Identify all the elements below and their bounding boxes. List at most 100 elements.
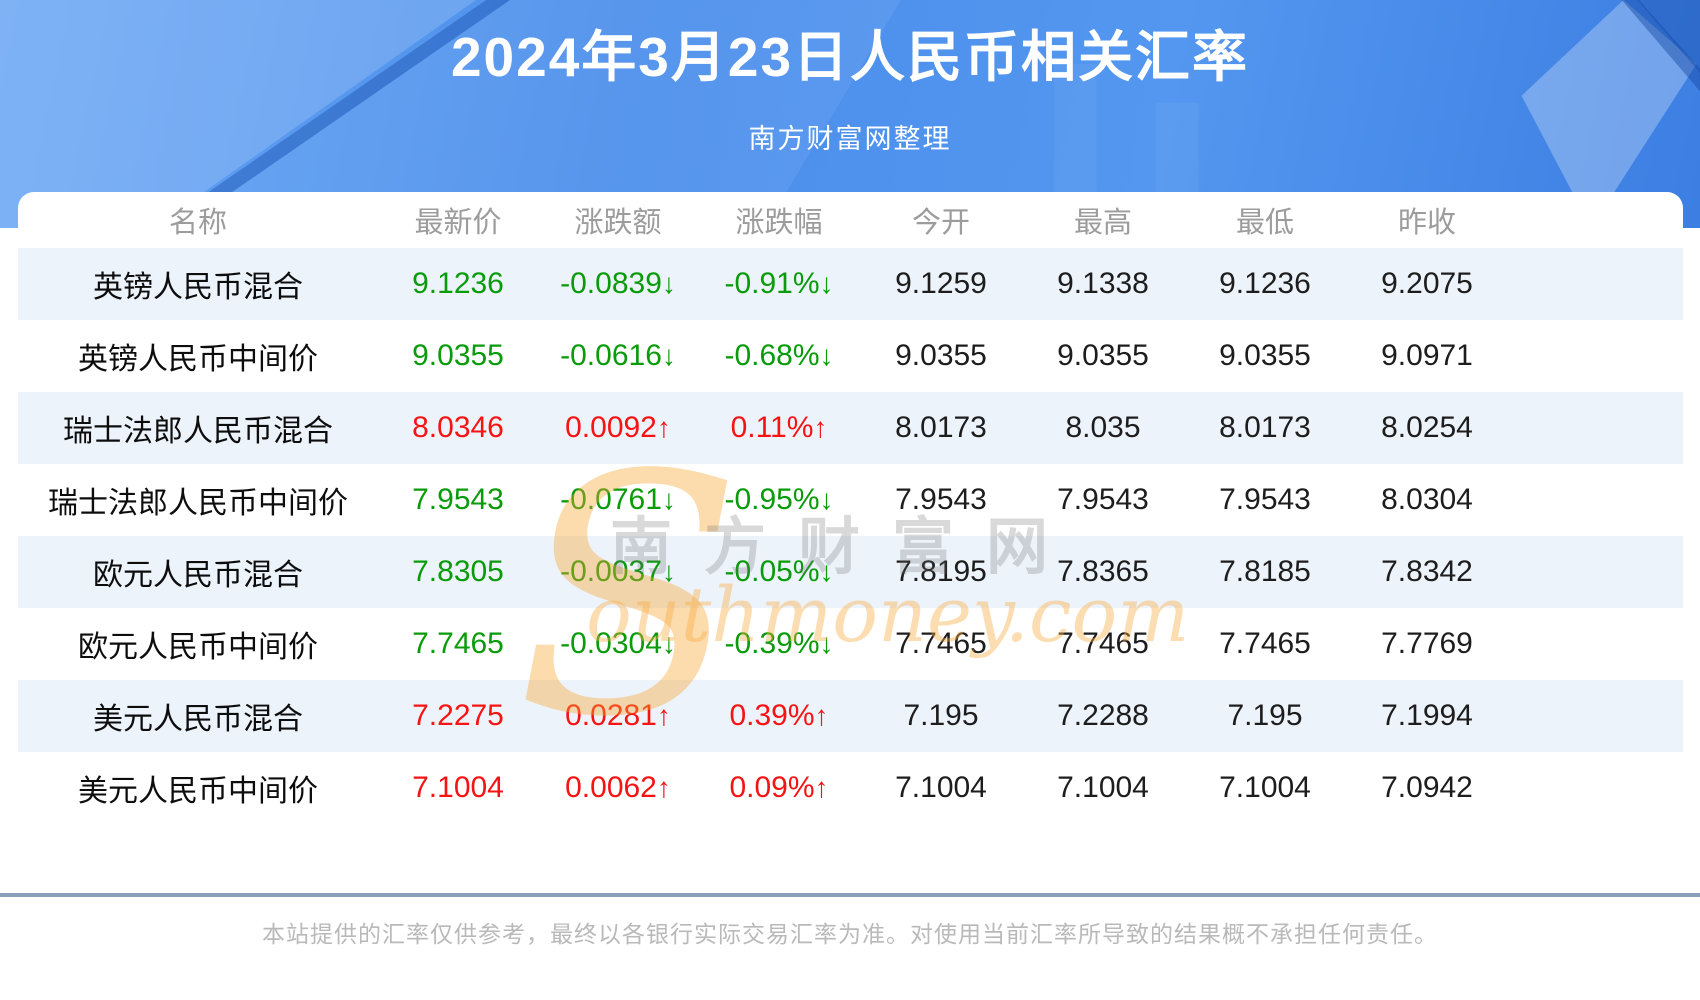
cell-name: 欧元人民币混合 — [18, 536, 378, 608]
high-value: 9.1338 — [1057, 267, 1149, 300]
name-value: 欧元人民币混合 — [93, 559, 303, 592]
cell-change_pct: -0.68%↓ — [698, 320, 860, 392]
cell-low: 7.195 — [1184, 680, 1346, 752]
prev_close-value: 7.0942 — [1381, 771, 1473, 804]
down-arrow-icon: ↓ — [819, 340, 834, 371]
cell-low: 7.1004 — [1184, 752, 1346, 824]
open-value: 7.8195 — [895, 555, 987, 588]
high-value: 7.1004 — [1057, 771, 1149, 804]
cell-name: 美元人民币中间价 — [18, 752, 378, 824]
cell-change: 0.0062↑ — [538, 752, 698, 824]
name-value: 瑞士法郎人民币混合 — [63, 415, 333, 448]
cell-spacer — [1508, 464, 1683, 536]
cell-change: 0.0092↑ — [538, 392, 698, 464]
name-value: 英镑人民币中间价 — [78, 343, 318, 376]
cell-name: 瑞士法郎人民币中间价 — [18, 464, 378, 536]
cell-low: 9.0355 — [1184, 320, 1346, 392]
cell-low: 8.0173 — [1184, 392, 1346, 464]
table-row: 美元人民币混合 7.2275 0.0281↑ 0.39%↑ 7.195 7.2288 7.1… — [18, 680, 1683, 752]
cell-spacer — [1508, 536, 1683, 608]
change_pct-value: -0.68% — [724, 339, 820, 372]
cell-name: 欧元人民币中间价 — [18, 608, 378, 680]
name-value: 瑞士法郎人民币中间价 — [48, 487, 348, 520]
cell-prev_close: 7.0942 — [1346, 752, 1508, 824]
column-header-low: 最低 — [1235, 207, 1294, 239]
cell-high: 9.1338 — [1022, 248, 1184, 320]
cell-change: -0.0616↓ — [538, 320, 698, 392]
latest-value: 7.9543 — [412, 483, 504, 516]
down-arrow-icon: ↓ — [661, 484, 676, 515]
up-arrow-icon: ↑ — [814, 700, 829, 731]
table-header-row: 名称 最新价 涨跌额 涨跌幅 今开 最高 最低 昨收 — [18, 192, 1683, 248]
change_pct-value: -0.05% — [724, 555, 820, 588]
column-header-change_pct: 涨跌幅 — [735, 207, 823, 239]
open-value: 7.7465 — [895, 627, 987, 660]
cell-change_pct: -0.91%↓ — [698, 248, 860, 320]
change-value: -0.0839 — [560, 267, 662, 300]
down-arrow-icon: ↓ — [661, 268, 676, 299]
prev_close-value: 7.7769 — [1381, 627, 1473, 660]
high-value: 7.9543 — [1057, 483, 1149, 516]
up-arrow-icon: ↑ — [656, 700, 671, 731]
high-value: 7.2288 — [1057, 699, 1149, 732]
cell-open: 7.7465 — [860, 608, 1022, 680]
down-arrow-icon: ↓ — [661, 628, 676, 659]
latest-value: 9.0355 — [412, 339, 504, 372]
low-value: 7.9543 — [1219, 483, 1311, 516]
column-header-change: 涨跌额 — [574, 207, 662, 239]
change-value: 0.0062 — [565, 771, 657, 804]
cell-spacer — [1508, 680, 1683, 752]
table-row: 瑞士法郎人民币中间价 7.9543 -0.0761↓ -0.95%↓ 7.9543 7.9… — [18, 464, 1683, 536]
cell-latest: 7.1004 — [378, 752, 538, 824]
table-row: 瑞士法郎人民币混合 8.0346 0.0092↑ 0.11% ↑ 8.0173 8.035 8… — [18, 392, 1683, 464]
high-value: 9.0355 — [1057, 339, 1149, 372]
cell-name: 美元人民币混合 — [18, 680, 378, 752]
low-value: 7.1004 — [1219, 771, 1311, 804]
low-value: 7.7465 — [1219, 627, 1311, 660]
page-title: 2024年3月23日人民币相关汇率 — [450, 26, 1250, 88]
change_pct-value: 0.11% — [730, 411, 814, 444]
open-value: 8.0173 — [895, 411, 987, 444]
column-header-latest: 最新价 — [414, 207, 502, 239]
cell-prev_close: 8.0304 — [1346, 464, 1508, 536]
cell-change: -0.0761↓ — [538, 464, 698, 536]
cell-change_pct: -0.05%↓ — [698, 536, 860, 608]
change-value: -0.0037 — [560, 555, 662, 588]
cell-open: 7.195 — [860, 680, 1022, 752]
cell-change: -0.0037↓ — [538, 536, 698, 608]
name-value: 美元人民币中间价 — [78, 775, 318, 808]
cell-open: 8.0173 — [860, 392, 1022, 464]
cell-latest: 8.0346 — [378, 392, 538, 464]
cell-change_pct: -0.95%↓ — [698, 464, 860, 536]
cell-high: 7.9543 — [1022, 464, 1184, 536]
prev_close-value: 9.0971 — [1381, 339, 1473, 372]
down-arrow-icon: ↓ — [819, 628, 834, 659]
prev_close-value: 9.2075 — [1381, 267, 1473, 300]
cell-change_pct: 0.09%↑ — [698, 752, 860, 824]
low-value: 9.1236 — [1219, 267, 1311, 300]
latest-value: 7.2275 — [412, 699, 504, 732]
cell-open: 9.0355 — [860, 320, 1022, 392]
cell-latest: 9.1236 — [378, 248, 538, 320]
change_pct-value: 0.39% — [729, 699, 815, 732]
high-value: 7.8365 — [1057, 555, 1149, 588]
rates-table: 名称 最新价 涨跌额 涨跌幅 今开 最高 最低 昨收 英镑人民币混合 9.1236 -0.0839… — [18, 192, 1683, 824]
cell-spacer — [1508, 608, 1683, 680]
cell-high: 9.0355 — [1022, 320, 1184, 392]
cell-low: 7.9543 — [1184, 464, 1346, 536]
cell-name: 瑞士法郎人民币混合 — [18, 392, 378, 464]
open-value: 9.1259 — [895, 267, 987, 300]
change-value: -0.0616 — [560, 339, 662, 372]
high-value: 8.035 — [1065, 411, 1141, 444]
cell-prev_close: 7.7769 — [1346, 608, 1508, 680]
cell-prev_close: 8.0254 — [1346, 392, 1508, 464]
page-subtitle: 南方财富网整理 — [748, 124, 952, 155]
up-arrow-icon: ↑ — [656, 412, 671, 443]
open-value: 7.9543 — [895, 483, 987, 516]
cell-high: 7.7465 — [1022, 608, 1184, 680]
cell-high: 8.035 — [1022, 392, 1184, 464]
up-arrow-icon: ↑ — [814, 772, 829, 803]
cell-latest: 7.9543 — [378, 464, 538, 536]
prev_close-value: 8.0254 — [1381, 411, 1473, 444]
low-value: 7.8185 — [1219, 555, 1311, 588]
